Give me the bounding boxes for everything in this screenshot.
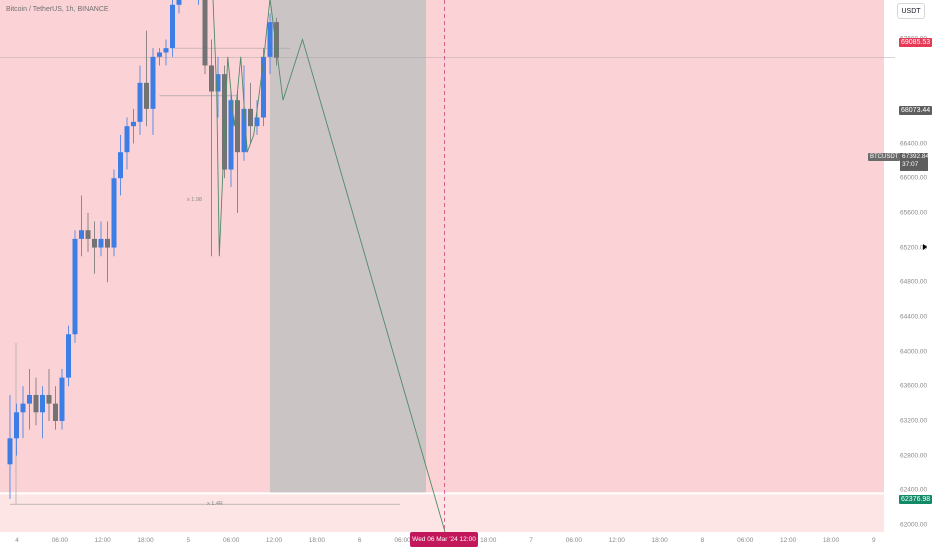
candle-body: [209, 65, 214, 92]
position-zone: [0, 0, 884, 493]
time-tick-label: 9: [871, 537, 876, 544]
time-tick-label: 18:00: [822, 537, 840, 544]
candle-body: [267, 22, 273, 57]
time-tick-label: 12:00: [779, 537, 797, 544]
currency-button[interactable]: USDT: [897, 3, 925, 19]
time-tick-label: 12:00: [265, 537, 283, 544]
price-tick-label: 64400.00: [900, 313, 928, 321]
symbol-price-badge: BTCUSDT: [868, 153, 901, 161]
candle-body: [59, 377, 65, 421]
crosshair-time-label: Wed 06 Mar '24 12:00: [410, 532, 478, 547]
price-tick-label: 62000.00: [900, 521, 928, 529]
candle-body: [215, 74, 221, 92]
price-tick-label: 65200.00: [900, 244, 928, 252]
scroll-right-arrow-icon[interactable]: [923, 244, 927, 250]
candle-body: [137, 82, 143, 122]
candle-body: [176, 0, 182, 5]
candle-body: [79, 230, 84, 239]
price-tick-label: 64000.00: [900, 348, 928, 356]
measure-label-lower: x 1.4R: [207, 501, 223, 507]
time-tick-label: 18:00: [651, 537, 668, 544]
target-price-badge: 62376.98: [899, 495, 932, 504]
candle-body: [163, 48, 169, 53]
time-tick-label: 12:00: [94, 537, 111, 544]
price-tick-label: 65600.00: [900, 209, 928, 217]
time-tick-label: 06:00: [223, 537, 240, 544]
candle-body: [40, 394, 45, 413]
candle-body: [235, 100, 240, 153]
candle-body: [72, 238, 78, 335]
symbol-title: Bitcoin / TetherUS, 1h, BINANCE: [6, 6, 109, 13]
current-price-value: 67392.84: [902, 153, 930, 160]
time-tick-label: 18:00: [137, 537, 154, 544]
candle-body: [66, 334, 71, 378]
stop-price-badge: 69085.53: [899, 38, 932, 47]
time-tick-label: 06:00: [394, 537, 411, 544]
projection-path: [212, 0, 446, 534]
candle-body: [202, 0, 208, 66]
candle-body: [274, 22, 279, 58]
price-tick-label: 62400.00: [900, 486, 928, 494]
candle-body: [33, 394, 39, 413]
time-tick-label: 06:00: [51, 537, 68, 544]
candle-body: [92, 238, 97, 248]
candle-body: [85, 230, 91, 239]
candle-body: [27, 394, 32, 404]
candle-body: [131, 121, 136, 127]
candle-body: [46, 394, 52, 404]
time-tick-label: 7: [529, 537, 533, 544]
candle-body: [124, 126, 130, 153]
price-tick-label: 66400.00: [900, 140, 928, 148]
time-tick-label: 4: [15, 537, 19, 544]
candle-body: [170, 4, 175, 49]
candle-body: [150, 56, 156, 109]
entry-price-badge: 68073.44: [899, 106, 932, 115]
candle-body: [7, 438, 13, 465]
time-tick-label: 6: [357, 537, 362, 544]
candle-body: [14, 412, 19, 439]
current-price-badge: 67392.84 37:07: [900, 153, 930, 171]
time-tick-label: 5: [186, 537, 191, 544]
price-tick-label: 64800.00: [900, 278, 928, 286]
candle-body: [248, 108, 253, 127]
time-tick-label: 12:00: [608, 537, 625, 544]
lower-zone: [0, 494, 884, 532]
candle-body: [222, 74, 227, 170]
price-tick-label: 63200.00: [900, 417, 928, 425]
price-tick-label: 66000.00: [900, 174, 928, 182]
candle-body: [98, 238, 104, 248]
candle-body: [157, 52, 162, 57]
candle-body: [53, 403, 58, 421]
measure-label-upper: x 1.98: [187, 197, 202, 203]
time-tick-label: 06:00: [737, 537, 754, 544]
time-tick-label: 18:00: [480, 537, 497, 544]
price-tick-label: 62800.00: [900, 452, 928, 460]
price-tick-label: 63600.00: [900, 382, 928, 390]
time-tick-label: 06:00: [565, 537, 583, 544]
candle-body: [144, 82, 149, 109]
candle-body: [228, 100, 234, 170]
bar-countdown: 37:07: [902, 161, 919, 168]
time-tick-label: 18:00: [308, 537, 326, 544]
candle-body: [118, 152, 123, 179]
candle-body: [20, 403, 26, 413]
time-tick-label: 8: [700, 537, 705, 544]
candle-body: [105, 238, 110, 248]
candle-body: [111, 178, 117, 248]
target-zone-box: [270, 0, 426, 493]
candle-body: [241, 108, 247, 153]
candle-body: [254, 117, 260, 127]
candle-body: [261, 56, 266, 118]
